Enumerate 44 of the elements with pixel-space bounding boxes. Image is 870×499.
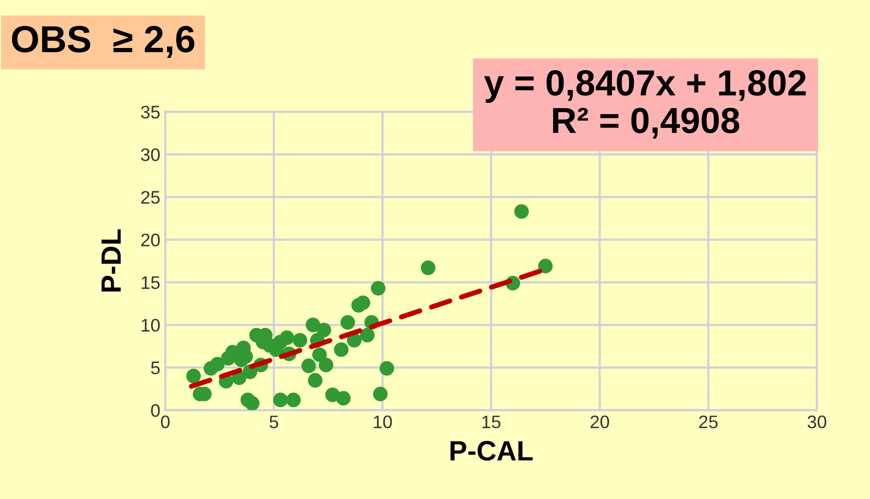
point [360, 328, 375, 342]
x-tick-label: 25 [699, 416, 718, 428]
y-tick-label: 35 [141, 106, 160, 118]
annotation: R² = 0,4908 [553, 108, 740, 139]
point [210, 356, 225, 372]
point [280, 330, 294, 345]
x-tick-label: 10 [374, 416, 392, 428]
point [514, 204, 529, 219]
x-axis-title: P-CAL [450, 440, 533, 461]
point [308, 373, 322, 388]
point [318, 358, 334, 372]
point [292, 332, 308, 348]
y-tick-label: 15 [142, 276, 160, 290]
point [186, 368, 201, 384]
y-tick-label: 5 [151, 362, 160, 374]
y-tick-label: 10 [142, 318, 160, 332]
point [316, 322, 332, 338]
point [420, 260, 436, 276]
point [380, 361, 394, 376]
point [538, 258, 553, 274]
y-tick-label: 30 [141, 148, 160, 162]
point [306, 318, 320, 332]
y-tick-label: 20 [141, 234, 160, 246]
y-tick-label: 0 [151, 404, 160, 417]
point [273, 392, 288, 408]
text: y = 0,8407x + 1,802 [484, 70, 806, 103]
point [334, 342, 349, 357]
y-axis-title: P-DL [102, 229, 121, 292]
point [340, 315, 356, 330]
point [370, 280, 386, 296]
point [373, 386, 388, 402]
x-tick-label: 5 [270, 416, 278, 428]
x-tick-label: 0 [160, 416, 170, 428]
point [356, 295, 370, 310]
x-tick-label: 15 [482, 416, 500, 428]
point [244, 396, 260, 410]
point [301, 358, 316, 374]
x-tick-label: 30 [808, 416, 826, 428]
point [336, 390, 351, 406]
point [286, 392, 301, 408]
chart-title: OBS ≥ 2,6 [12, 26, 194, 58]
y-tick-label: 25 [141, 190, 160, 204]
x-tick-label: 20 [590, 416, 610, 428]
point [312, 347, 327, 362]
